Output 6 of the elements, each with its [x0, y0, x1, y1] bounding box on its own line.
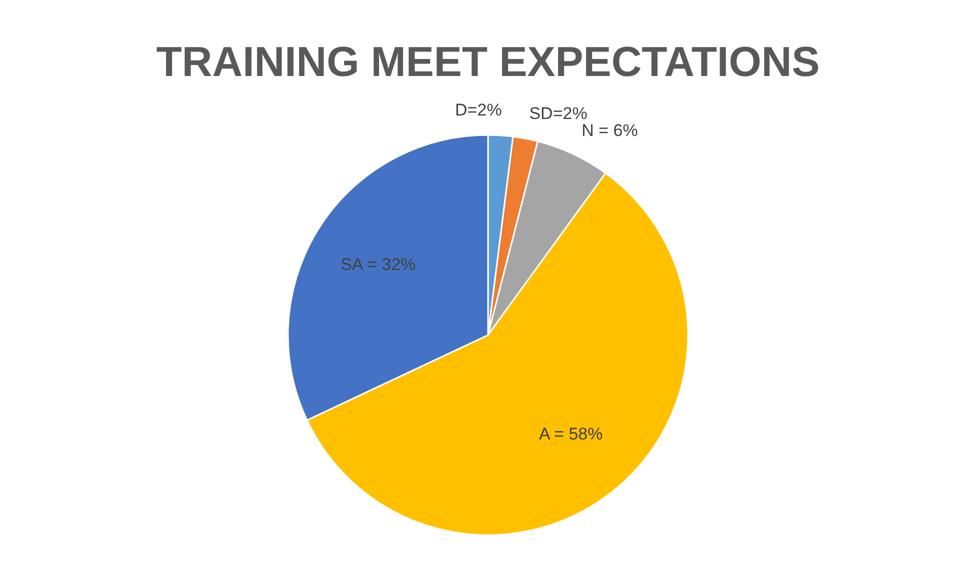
slice-label: A = 58%: [538, 424, 603, 444]
slice-label: N = 6%: [582, 120, 638, 140]
slice-label: SA = 32%: [340, 254, 416, 274]
slice-label: D=2%: [455, 100, 502, 120]
slice-label: SD=2%: [529, 104, 588, 123]
chart-title: TRAINING MEET EXPECTATIONS: [156, 38, 820, 85]
